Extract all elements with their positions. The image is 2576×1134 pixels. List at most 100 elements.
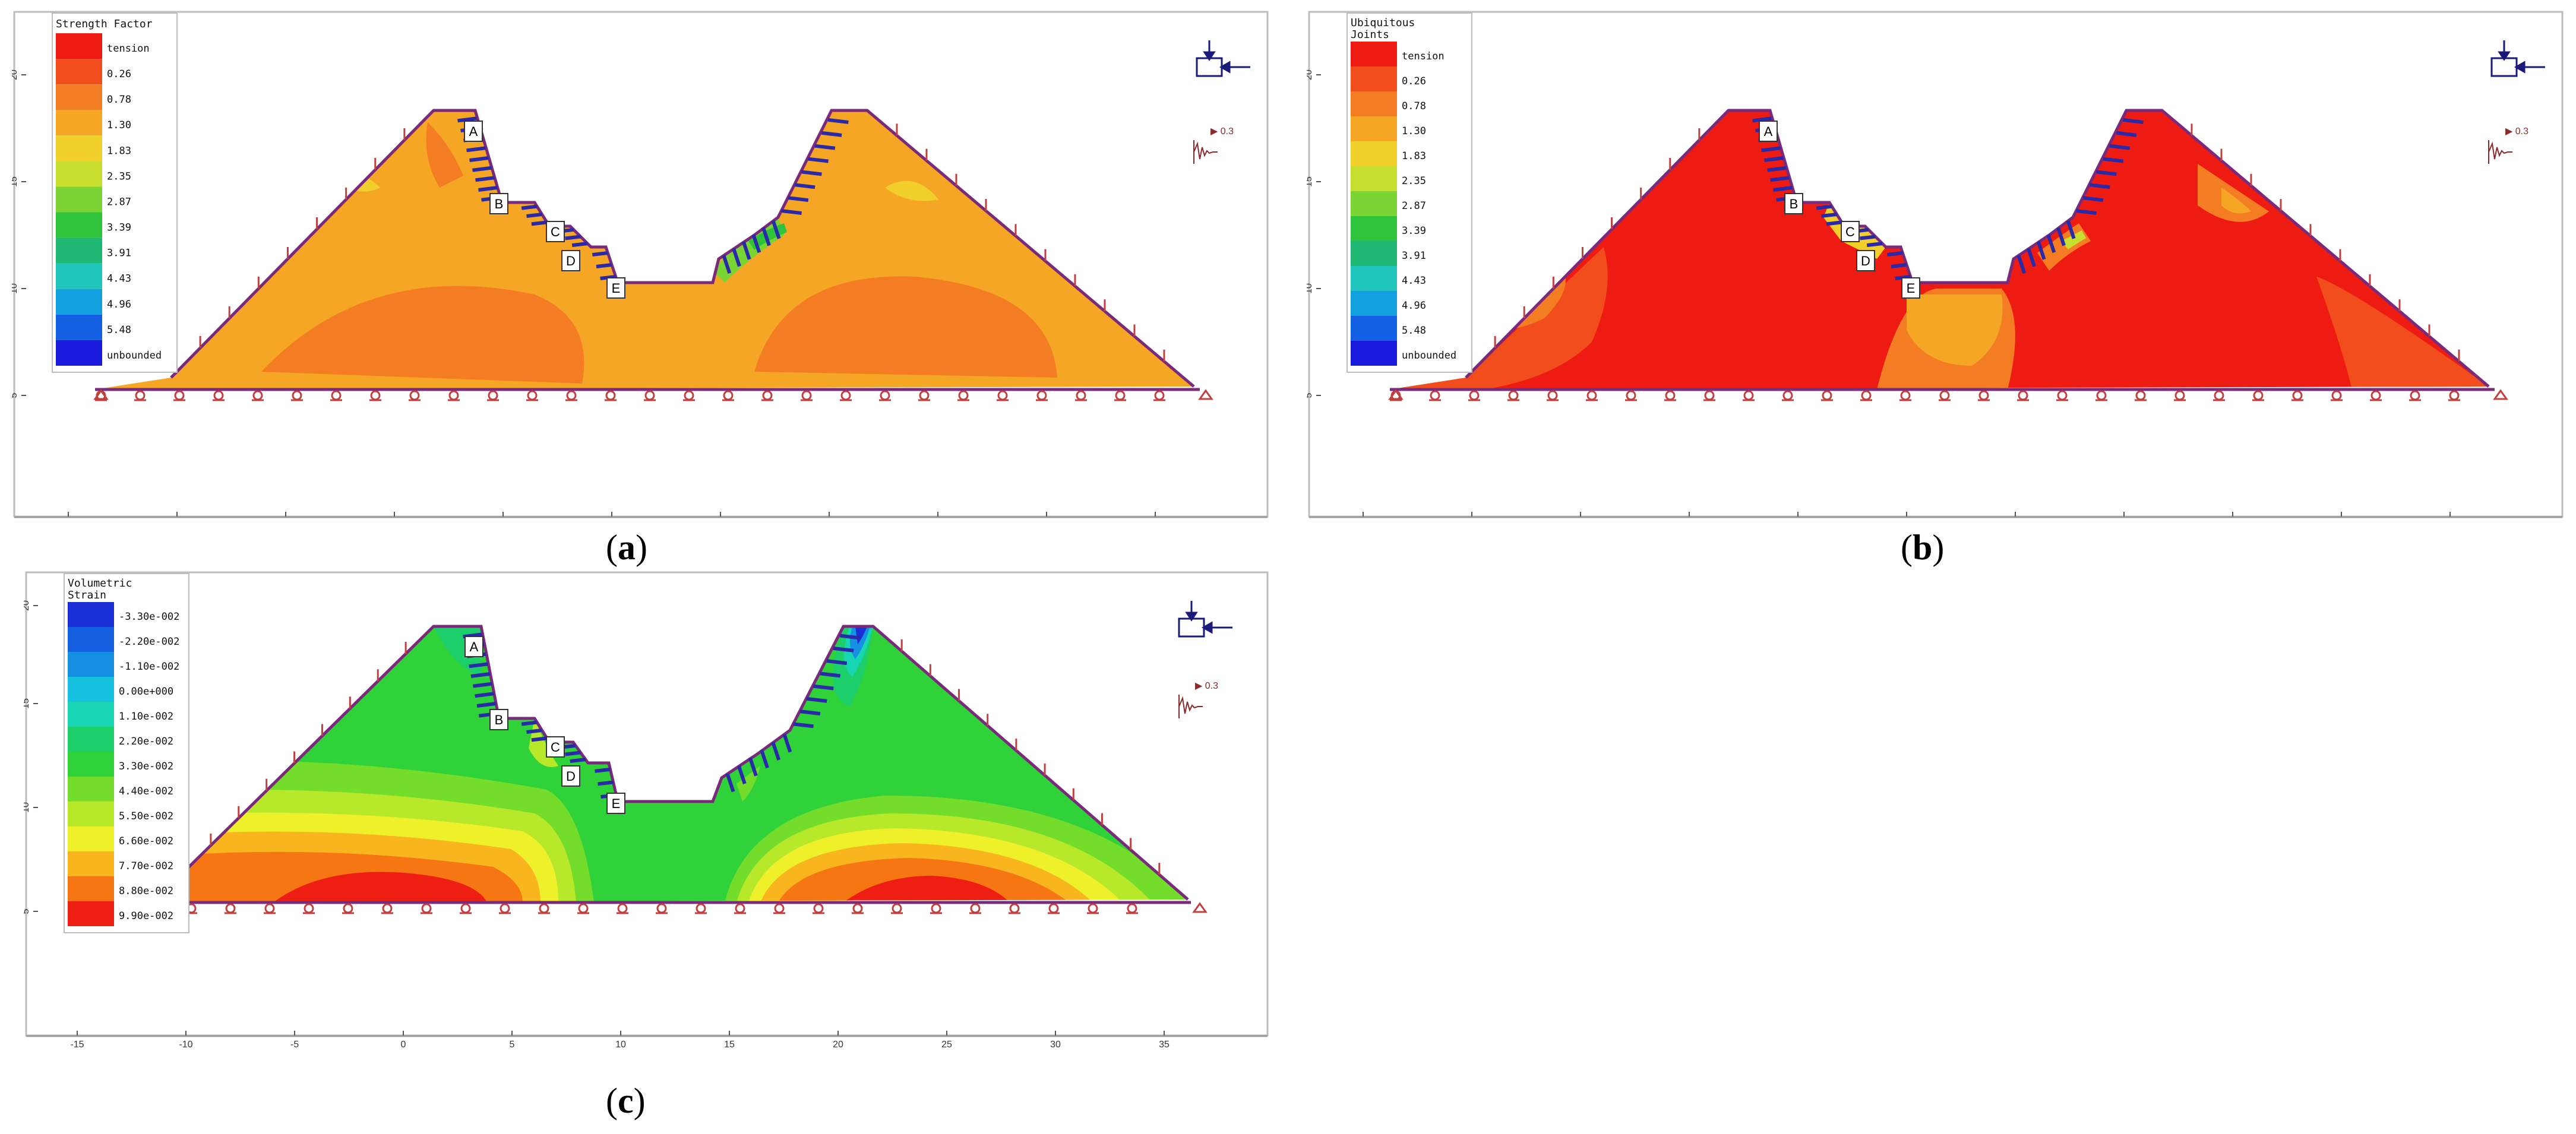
panel-c-load-icon — [1178, 601, 1232, 638]
legend-label: 9.90e-002 — [119, 910, 173, 922]
rock-bolt — [1891, 263, 1907, 268]
legend-label: 1.83 — [107, 145, 131, 157]
point-label-e: E — [606, 277, 625, 299]
point-label-d: D — [561, 250, 580, 271]
panel-a-rock-bolts — [457, 116, 849, 280]
panel-a-plot: -15-10-5051015202530355101520 A B C D E — [12, 11, 1269, 518]
legend-swatch — [68, 677, 114, 702]
point-label-d: D — [1856, 250, 1875, 271]
rock-bolt — [521, 204, 538, 210]
rock-bolt — [565, 750, 581, 756]
rock-bolt — [751, 234, 761, 254]
rock-bolt — [2056, 227, 2066, 246]
y-tick-label: 20 — [12, 69, 19, 80]
y-tick-label: 10 — [1307, 283, 1314, 294]
legend-swatch — [56, 161, 102, 187]
legend-label: 0.26 — [107, 68, 131, 80]
rock-bolt — [732, 248, 741, 267]
svg-text:E: E — [1907, 281, 1916, 296]
panel-a-load-icon — [1196, 40, 1250, 77]
caption-c: (c) — [606, 1081, 646, 1120]
rock-bolt — [531, 736, 548, 742]
rock-bolt — [748, 757, 758, 777]
legend-swatch — [68, 851, 114, 876]
rock-bolt — [526, 213, 542, 218]
panel-b-load-icon — [2490, 40, 2545, 77]
svg-text:A: A — [1764, 124, 1773, 139]
point-label-c: C — [546, 221, 565, 242]
legend-swatch — [56, 59, 102, 85]
legend-swatch — [68, 652, 114, 677]
rock-bolt — [1816, 204, 1832, 210]
rock-bolt — [725, 773, 735, 793]
panel-c-supports — [105, 639, 1208, 914]
pin-support — [2493, 389, 2508, 400]
rock-bolt — [826, 659, 848, 666]
legend-label: 2.20e-002 — [119, 736, 173, 747]
legend-swatch — [1351, 241, 1397, 266]
rock-bolt — [833, 646, 854, 652]
legend-label: 6.60e-002 — [119, 835, 173, 847]
legend-label: tension — [107, 43, 150, 55]
svg-text:B: B — [1790, 197, 1799, 211]
legend-swatch — [56, 212, 102, 238]
legend-label: 8.80e-002 — [119, 885, 173, 897]
legend-label: -3.30e-002 — [119, 611, 179, 623]
panel-c-plot: -15 -10 -5 0 5 10 15 20 25 30 35 5 10 15 20 — [24, 571, 1269, 1050]
svg-text:B: B — [495, 197, 504, 211]
rock-bolt — [526, 728, 542, 734]
legend-label: 1.83 — [1402, 150, 1426, 162]
rock-bolt — [737, 765, 747, 784]
legend-label: 3.91 — [1402, 250, 1426, 262]
point-label-a: A — [464, 121, 483, 142]
panel-c-point-labels: A B C D E — [464, 636, 625, 814]
legend-label: 2.87 — [1402, 200, 1426, 212]
rock-bolt — [782, 733, 792, 753]
rock-bolt — [820, 671, 840, 678]
legend-swatch — [1351, 166, 1397, 191]
rock-bolt — [1764, 156, 1784, 162]
point-label-e: E — [606, 793, 625, 814]
legend-label: 2.35 — [107, 170, 131, 182]
rock-bolt — [469, 156, 489, 162]
rock-bolt — [821, 131, 842, 137]
rock-bolt — [521, 720, 538, 726]
legend-swatch — [68, 876, 114, 901]
y-tick-label: 10 — [12, 283, 19, 294]
svg-text:C: C — [1845, 224, 1855, 239]
rock-bolt — [793, 722, 814, 728]
panel-a: -15-10-5051015202530355101520 A B C D E — [12, 9, 1271, 567]
rock-bolt — [2103, 157, 2123, 163]
rock-bolt — [1886, 251, 1903, 256]
legend-label: 0.78 — [1402, 100, 1426, 112]
svg-text:C: C — [551, 740, 560, 755]
rock-bolt — [760, 749, 769, 769]
panel-a-frame — [13, 11, 1269, 518]
rock-bolt — [2076, 209, 2097, 216]
legend-swatch — [56, 186, 102, 213]
rock-bolt — [2096, 170, 2117, 176]
rock-bolt — [2089, 183, 2110, 189]
legend-swatch — [1351, 341, 1397, 366]
panel-a-legend: Strength Factor tension 0.26 0.78 1.30 1.83 2… — [52, 12, 178, 373]
point-label-c: C — [546, 736, 565, 758]
rock-bolt — [741, 240, 751, 260]
y-tick-label: 20 — [24, 600, 31, 611]
rock-bolt — [771, 220, 781, 239]
seismic-label: ▶ 0.3 — [2505, 126, 2528, 137]
rock-bolt — [761, 227, 771, 246]
rock-bolt — [814, 144, 836, 150]
x-tick-label: 15 — [724, 1040, 735, 1050]
pin-support — [1192, 902, 1208, 913]
svg-text:A: A — [470, 639, 479, 654]
y-tick-label: 15 — [1307, 176, 1314, 187]
rock-bolt — [806, 696, 827, 703]
rock-bolt — [469, 662, 489, 669]
y-tick-label: 5 — [24, 908, 31, 914]
y-tick-label: 15 — [24, 698, 31, 709]
panel-b-seismic-icon: ▶ 0.3 — [2488, 126, 2528, 164]
legend-label: unbounded — [1402, 350, 1456, 362]
panel-c-seismic-icon: ▶ 0.3 — [1178, 681, 1218, 718]
legend-label: 4.40e-002 — [119, 785, 173, 797]
x-tick-label: 0 — [401, 1040, 406, 1050]
